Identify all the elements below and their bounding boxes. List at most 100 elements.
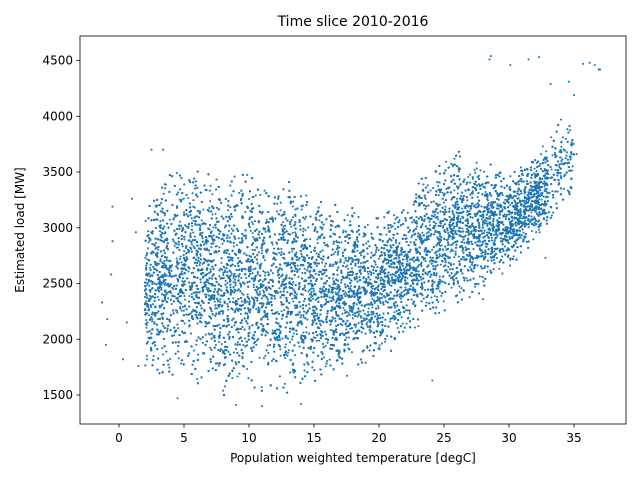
scatter-point [435, 272, 438, 275]
scatter-point [538, 198, 541, 201]
scatter-point [347, 267, 350, 270]
scatter-point [319, 324, 322, 327]
scatter-point [344, 322, 347, 325]
scatter-point [279, 201, 282, 204]
scatter-point [160, 283, 163, 286]
scatter-point [191, 363, 194, 366]
scatter-point [405, 292, 408, 295]
scatter-point [145, 324, 148, 327]
scatter-point [355, 323, 358, 326]
scatter-point [240, 276, 243, 279]
scatter-point [263, 259, 266, 262]
scatter-point [267, 226, 270, 229]
scatter-point [388, 284, 391, 287]
scatter-point [380, 233, 383, 236]
scatter-point [209, 346, 212, 349]
scatter-point [521, 217, 524, 220]
scatter-point [396, 304, 399, 307]
scatter-point [278, 287, 281, 290]
scatter-point [294, 208, 297, 211]
scatter-point [210, 310, 213, 313]
scatter-point [422, 183, 425, 186]
scatter-point [302, 230, 305, 233]
scatter-point [233, 175, 236, 178]
scatter-point [498, 267, 501, 270]
scatter-point [299, 316, 302, 319]
scatter-point [341, 312, 344, 315]
scatter-point [425, 296, 428, 299]
scatter-point [553, 151, 557, 154]
scatter-point [360, 331, 363, 334]
scatter-point [417, 325, 420, 328]
scatter-point [418, 263, 421, 266]
scatter-point [348, 277, 351, 280]
scatter-point [434, 229, 437, 232]
scatter-point [177, 327, 180, 330]
scatter-point [239, 312, 242, 316]
scatter-point [275, 210, 278, 213]
scatter-point [430, 201, 433, 204]
scatter-point [343, 261, 346, 264]
scatter-point [309, 296, 312, 299]
scatter-point [384, 340, 387, 343]
scatter-point [284, 224, 287, 227]
scatter-point [439, 263, 442, 266]
scatter-point [460, 287, 463, 290]
scatter-point [475, 161, 478, 164]
scatter-point [257, 287, 260, 290]
scatter-point [197, 353, 200, 356]
scatter-point [465, 277, 468, 280]
scatter-point [262, 357, 266, 360]
scatter-point [455, 225, 458, 228]
scatter-point [520, 177, 523, 180]
scatter-point [292, 200, 295, 203]
scatter-point [261, 297, 264, 300]
scatter-point [215, 278, 218, 281]
scatter-point [212, 242, 215, 245]
scatter-point [305, 326, 308, 329]
scatter-point [262, 270, 265, 273]
scatter-point [571, 169, 574, 172]
scatter-point [487, 202, 490, 205]
scatter-point [403, 255, 406, 258]
scatter-point [153, 321, 156, 324]
scatter-point [295, 293, 298, 296]
scatter-point [480, 218, 483, 221]
scatter-point [196, 377, 199, 380]
scatter-point [314, 314, 317, 317]
scatter-point [161, 347, 164, 350]
scatter-point [177, 357, 180, 360]
scatter-point [409, 273, 412, 276]
scatter-point [346, 233, 349, 236]
scatter-point [176, 311, 179, 314]
scatter-point [254, 194, 257, 197]
scatter-point [481, 224, 484, 227]
scatter-point [344, 265, 347, 268]
scatter-point [171, 238, 175, 241]
scatter-point [170, 303, 173, 306]
scatter-point [219, 300, 222, 304]
scatter-point [362, 349, 366, 352]
scatter-point [231, 319, 234, 322]
scatter-point [370, 330, 373, 333]
scatter-point [353, 211, 356, 215]
scatter-point [492, 268, 495, 271]
scatter-point [290, 247, 293, 250]
scatter-point [436, 181, 439, 184]
scatter-point [231, 376, 234, 380]
scatter-point [220, 261, 223, 264]
scatter-point [271, 329, 274, 332]
scatter-point [219, 298, 222, 301]
scatter-point [376, 266, 379, 269]
scatter-point [237, 257, 240, 260]
scatter-point [335, 287, 338, 291]
scatter-point [155, 283, 158, 286]
scatter-point [409, 241, 412, 244]
scatter-point [352, 304, 355, 307]
scatter-point [401, 322, 404, 325]
scatter-point [514, 242, 517, 245]
scatter-point [333, 287, 337, 290]
scatter-point [468, 210, 471, 213]
scatter-point [266, 344, 269, 347]
scatter-point [151, 303, 155, 306]
